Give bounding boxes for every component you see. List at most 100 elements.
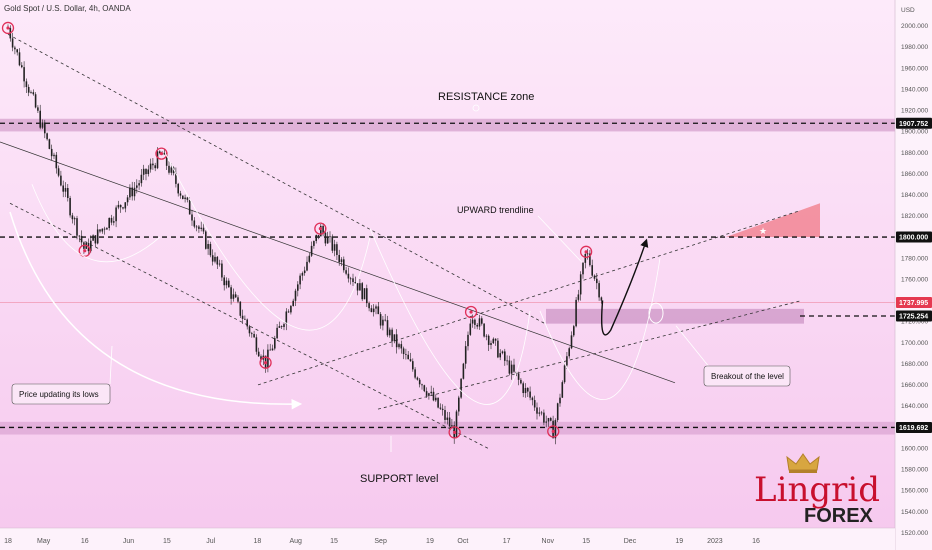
x-tick-label: Sep bbox=[374, 538, 387, 545]
candle-body bbox=[142, 168, 145, 175]
candle-body bbox=[418, 379, 421, 385]
candle-body bbox=[76, 218, 78, 236]
candle-body bbox=[202, 227, 205, 232]
candle-body bbox=[94, 235, 97, 244]
candle-body bbox=[228, 280, 230, 288]
candle-body bbox=[136, 185, 138, 188]
candle-body bbox=[333, 244, 336, 251]
candle-body bbox=[168, 165, 170, 173]
candle-body bbox=[579, 274, 582, 295]
candle-body bbox=[363, 288, 366, 300]
candle-body bbox=[469, 323, 472, 335]
candle-body bbox=[299, 275, 301, 285]
candle-body bbox=[230, 287, 232, 299]
price-lows-leader bbox=[109, 345, 113, 385]
candle-body bbox=[221, 263, 223, 278]
candle-body bbox=[251, 333, 253, 335]
x-tick-label: 18 bbox=[253, 538, 261, 545]
y-tick-label: 1840.000 bbox=[901, 192, 928, 199]
x-tick-label: Dec bbox=[624, 538, 637, 545]
candle-body bbox=[32, 92, 35, 95]
candle-body bbox=[117, 204, 120, 208]
candle-body bbox=[432, 391, 435, 401]
y-tick-label: 1780.000 bbox=[901, 255, 928, 262]
x-tick-label: 17 bbox=[503, 538, 511, 545]
candle-body bbox=[276, 327, 278, 339]
candle-body bbox=[439, 407, 442, 409]
candle-body bbox=[340, 259, 343, 263]
candle-body bbox=[122, 207, 124, 209]
candle-body bbox=[517, 373, 520, 380]
candle-body bbox=[570, 335, 573, 349]
candle-body bbox=[322, 225, 324, 233]
candle-body bbox=[474, 319, 476, 325]
candle-body bbox=[430, 391, 432, 394]
candle-body bbox=[71, 215, 74, 220]
candle-body bbox=[435, 397, 437, 401]
candle-body bbox=[366, 288, 368, 304]
breakout-highlight bbox=[648, 302, 664, 324]
candle-body bbox=[446, 417, 449, 420]
breakout-label: Breakout of the level bbox=[711, 372, 784, 381]
candle-body bbox=[99, 229, 101, 232]
candle-body bbox=[573, 326, 575, 336]
candle-body bbox=[274, 338, 276, 349]
candle-body bbox=[308, 255, 311, 262]
candle-body bbox=[184, 197, 186, 200]
swing-marker-0 bbox=[1, 21, 15, 35]
candle-body bbox=[25, 81, 28, 87]
candle-body bbox=[577, 294, 580, 300]
candle-body bbox=[524, 387, 527, 394]
candle-body bbox=[407, 354, 409, 360]
x-tick-label: 16 bbox=[81, 538, 89, 545]
candle-body bbox=[462, 363, 465, 379]
price-tag-label-0: 1907.752 bbox=[899, 121, 928, 128]
candle-body bbox=[209, 244, 212, 256]
candle-body bbox=[481, 318, 483, 324]
candle-body bbox=[253, 334, 255, 338]
candle-body bbox=[172, 167, 175, 174]
candle-body bbox=[186, 197, 189, 200]
candle-body bbox=[444, 410, 446, 420]
candle-body bbox=[241, 315, 244, 319]
breakout-box bbox=[703, 365, 791, 387]
candle-body bbox=[527, 387, 529, 392]
swing-dot-2 bbox=[159, 152, 164, 156]
candle-body bbox=[205, 231, 207, 249]
candle-body bbox=[260, 356, 262, 360]
candle-body bbox=[467, 334, 469, 347]
candle-body bbox=[347, 273, 350, 279]
candle-body bbox=[448, 417, 451, 427]
y-tick-label: 1660.000 bbox=[901, 382, 928, 389]
candle-body bbox=[246, 319, 248, 327]
candle-body bbox=[492, 338, 495, 344]
y-tick-label: 1580.000 bbox=[901, 467, 928, 474]
candle-body bbox=[21, 65, 23, 68]
candle-body bbox=[129, 187, 131, 198]
x-tick-label: 15 bbox=[582, 538, 590, 545]
candle-body bbox=[179, 193, 182, 196]
swing-marker-6 bbox=[464, 305, 478, 319]
resistance-marker-icon bbox=[472, 104, 480, 112]
y-tick-label: 1960.000 bbox=[901, 65, 928, 72]
candle-body bbox=[547, 418, 550, 422]
candle-body bbox=[177, 183, 179, 194]
candle-body bbox=[124, 202, 127, 209]
candle-body bbox=[508, 360, 511, 374]
candle-body bbox=[352, 278, 354, 282]
y-tick-label: 1540.000 bbox=[901, 509, 928, 516]
candle-body bbox=[287, 311, 290, 313]
x-tick-label: Jun bbox=[123, 538, 134, 545]
candle-body bbox=[37, 107, 39, 111]
candle-body bbox=[556, 403, 559, 421]
candle-body bbox=[55, 154, 58, 169]
candle-body bbox=[41, 122, 44, 128]
y-tick-label: 1880.000 bbox=[901, 150, 928, 157]
candle-body bbox=[237, 297, 239, 302]
candle-body bbox=[48, 139, 51, 149]
swing-dot-6 bbox=[469, 310, 473, 314]
candle-body bbox=[149, 163, 152, 170]
candle-body bbox=[159, 151, 161, 154]
candle-body bbox=[23, 67, 25, 82]
candle-body bbox=[14, 47, 16, 50]
